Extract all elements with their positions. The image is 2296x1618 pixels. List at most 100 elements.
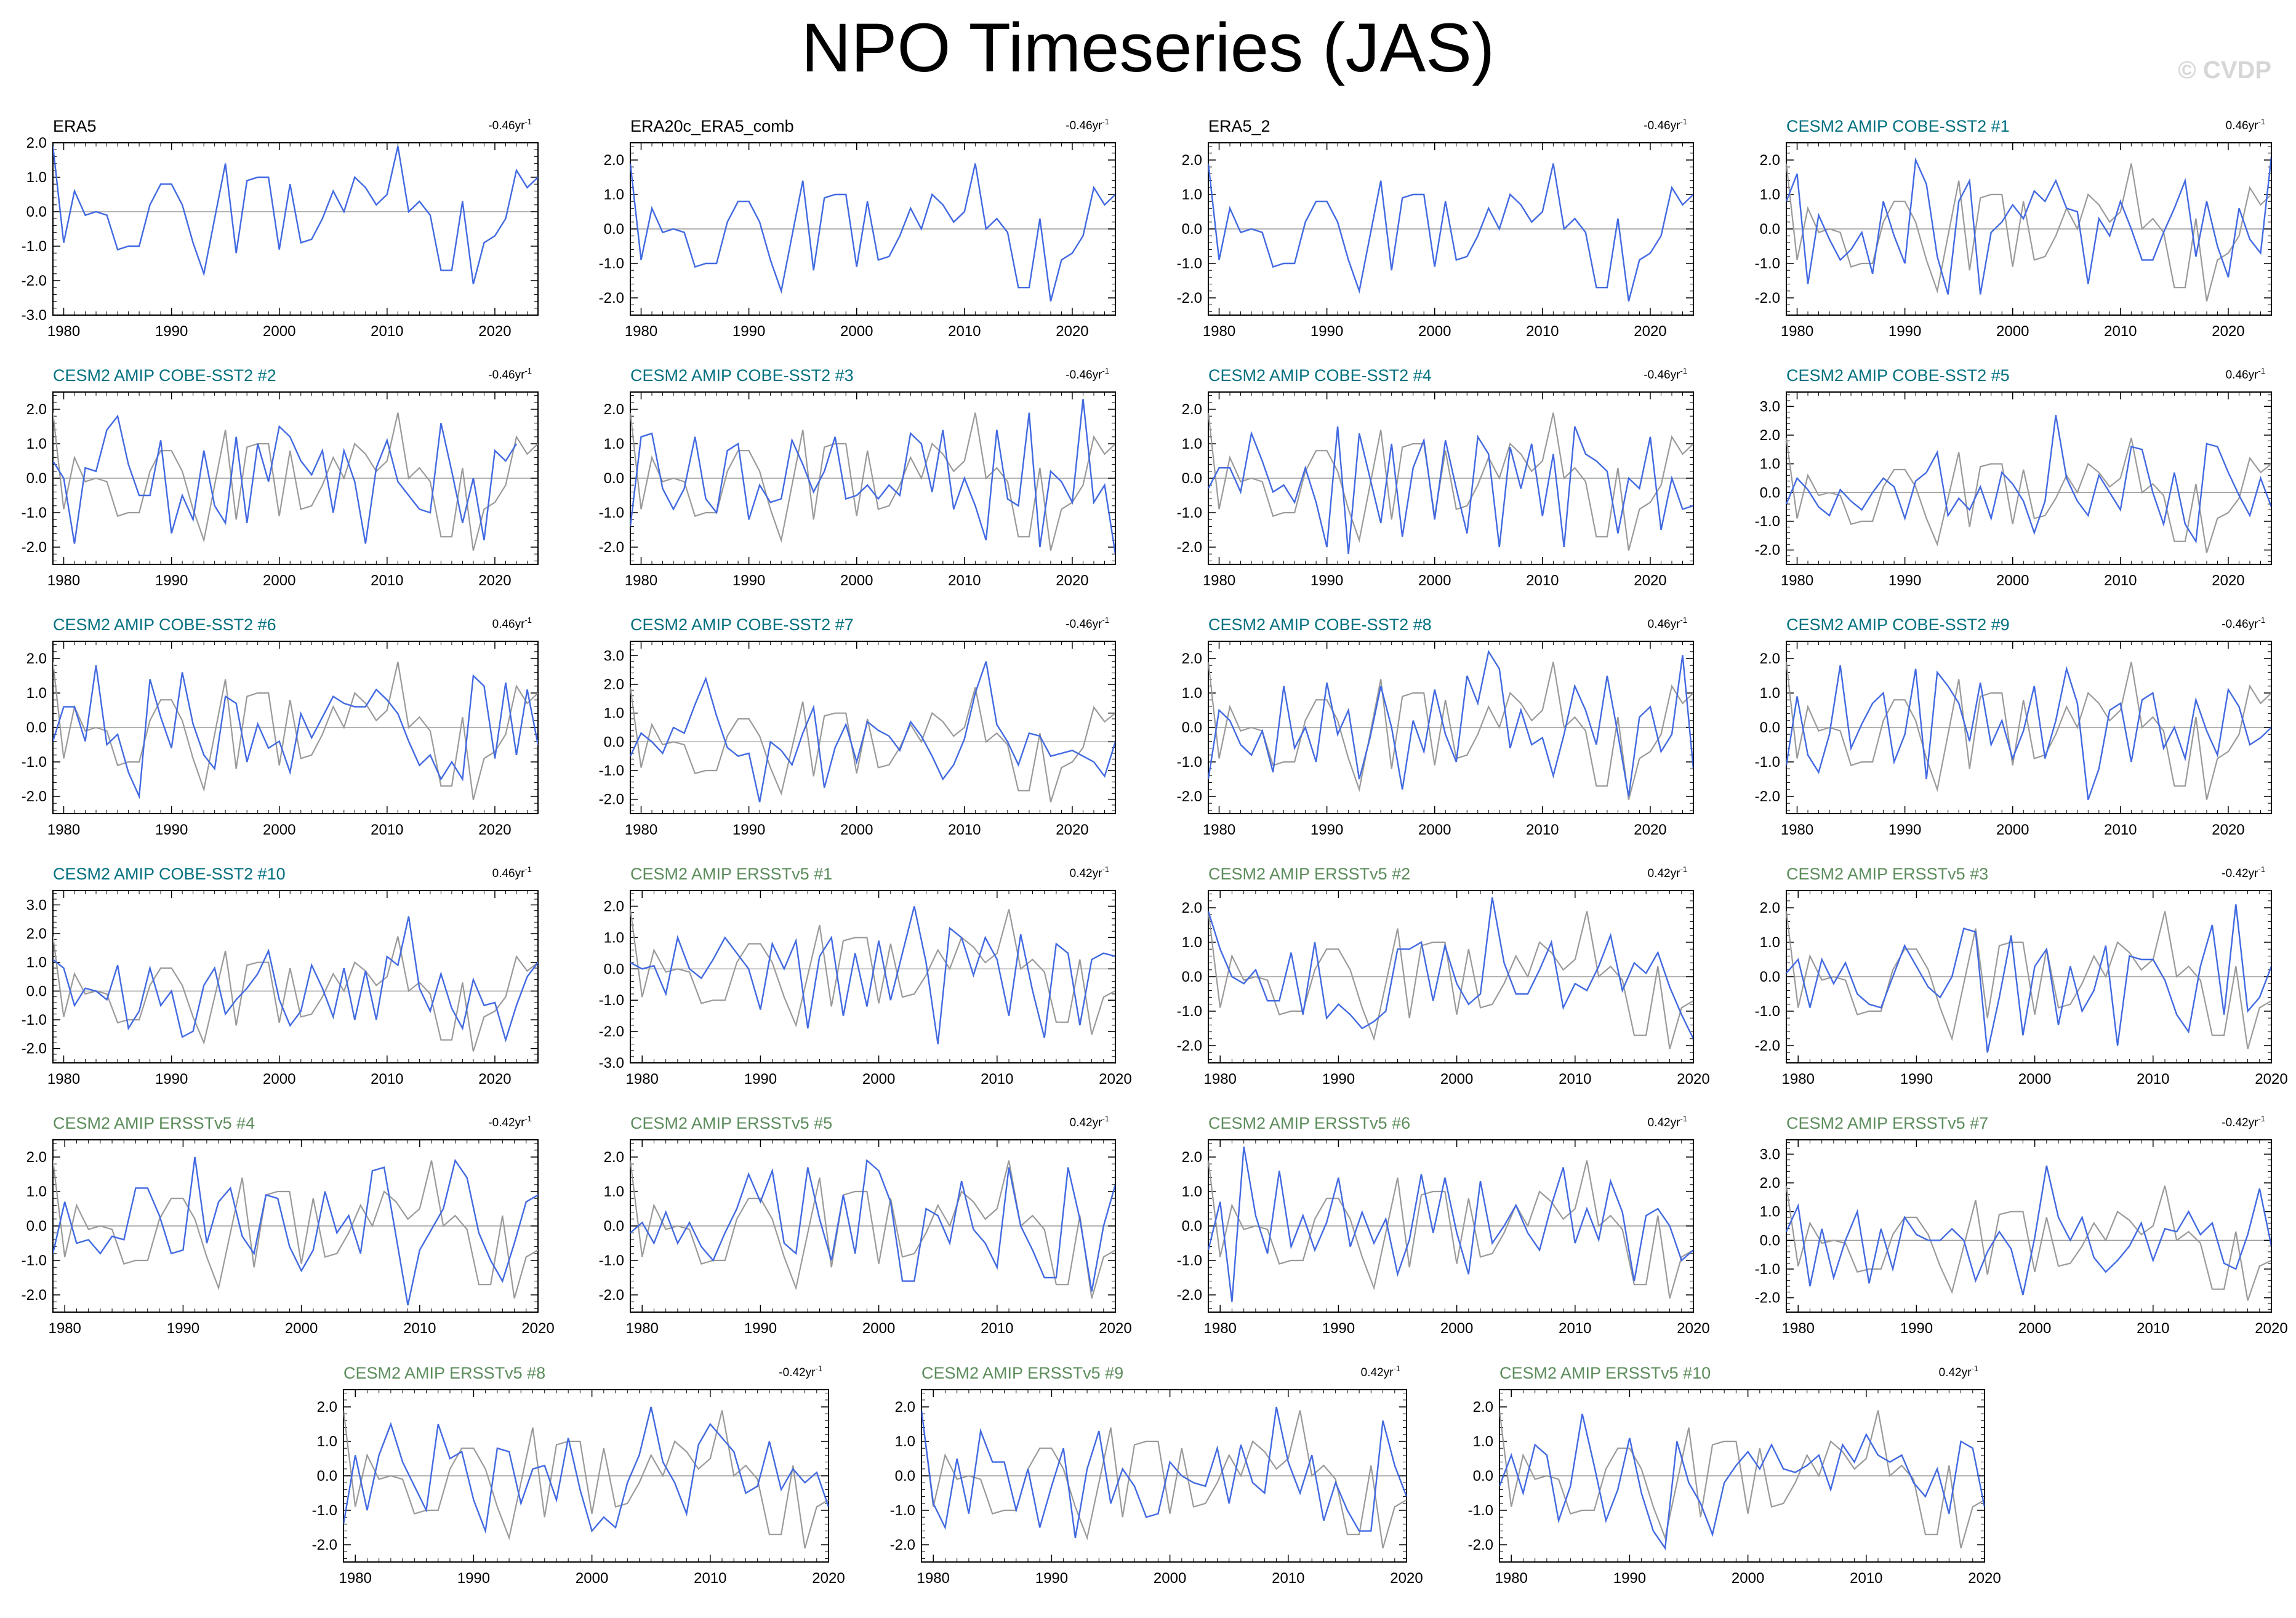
panel-title: CESM2 AMIP ERSSTv5 #10 (1499, 1364, 1711, 1382)
watermark: © CVDP (2178, 57, 2271, 84)
x-tick-label: 1990 (733, 323, 765, 340)
model-series-line (53, 1156, 538, 1306)
observed-reference-line (1208, 662, 1693, 800)
x-tick-label: 2000 (2018, 1320, 2051, 1337)
y-tick-label: -2.0 (1177, 539, 1202, 556)
y-tick-label: 1.0 (26, 685, 47, 702)
x-tick-label: 2010 (403, 1320, 436, 1337)
y-tick-label: 2.0 (1182, 900, 1202, 916)
y-tick-label: -2.0 (312, 1537, 337, 1553)
x-tick-label: 1990 (1322, 1071, 1355, 1087)
plot-frame (1786, 1139, 2272, 1313)
trend-label: -0.46yr-1 (1066, 615, 1109, 631)
y-tick-label: 1.0 (26, 955, 47, 971)
y-tick-label: -1.0 (22, 1252, 47, 1269)
y-tick-label: 1.0 (1182, 934, 1202, 951)
x-tick-label: 2010 (694, 1570, 726, 1587)
page-title: NPO Timeseries (JAS) (801, 9, 1495, 86)
panel-22: CESM2 AMIP ERSSTv5 #9 0.42yr-1 2.0 1.0 0.0 -1… (890, 1364, 1423, 1587)
y-tick-label: 0.0 (1760, 484, 1780, 501)
observed-reference-line (1208, 911, 1693, 1049)
trend-label: -0.46yr-1 (2222, 615, 2265, 631)
x-tick-label: 2000 (576, 1570, 608, 1587)
panel-9: CESM2 AMIP COBE-SST2 #6 0.46yr-1 2.0 1.0 0.0… (22, 615, 539, 838)
y-tick-label: 0.0 (1182, 221, 1202, 238)
x-axis: 1980 1990 2000 2010 2020 (1204, 891, 1710, 1087)
model-series-line (630, 1159, 1115, 1292)
y-axis: 3.0 2.0 1.0 0.0 -1.0 -2.0 (22, 893, 538, 1060)
x-tick-label: 2000 (263, 572, 295, 589)
x-axis: 1980 1990 2000 2010 2020 (1204, 1140, 1710, 1337)
x-axis: 1980 1990 2000 2010 2020 (47, 143, 539, 340)
y-tick-label: 2.0 (604, 401, 624, 418)
y-axis: 3.0 2.0 1.0 0.0 -1.0 -2.0 (599, 644, 1115, 811)
x-tick-label: 2020 (2212, 323, 2244, 340)
panel-14: CESM2 AMIP ERSSTv5 #1 0.42yr-1 2.0 1.0 0.0 -1… (599, 865, 1132, 1087)
x-tick-label: 2010 (371, 323, 403, 340)
x-tick-label: 1990 (733, 822, 765, 838)
x-tick-label: 1980 (917, 1570, 950, 1587)
x-tick-label: 1980 (49, 1320, 81, 1337)
y-axis: 2.0 1.0 0.0 -1.0 -2.0 (312, 1393, 829, 1559)
panel-10: CESM2 AMIP COBE-SST2 #7 -0.46yr-1 3.0 2.0 1.… (599, 615, 1116, 838)
panel-21: CESM2 AMIP ERSSTv5 #8 -0.42yr-1 2.0 1.0 0.0 -… (312, 1364, 845, 1587)
x-tick-label: 2000 (1418, 822, 1451, 838)
y-tick-label: -1.0 (599, 505, 624, 521)
observed-reference-line (921, 1410, 1407, 1548)
y-tick-label: 1.0 (1760, 685, 1780, 702)
observed-series-line (630, 163, 1115, 302)
panel-title: CESM2 AMIP ERSSTv5 #4 (53, 1114, 255, 1132)
y-tick-label: 1.0 (26, 1183, 47, 1200)
y-tick-label: 1.0 (604, 186, 624, 203)
x-tick-label: 2010 (1850, 1570, 1882, 1587)
x-tick-label: 2020 (521, 1320, 554, 1337)
x-tick-label: 1980 (1781, 323, 1813, 340)
y-tick-label: 1.0 (26, 436, 47, 452)
y-axis: 2.0 1.0 0.0 -1.0 -2.0 (1755, 146, 2271, 312)
x-tick-label: 2020 (2255, 1071, 2287, 1087)
x-tick-label: 1990 (1311, 822, 1343, 838)
x-tick-label: 1980 (1203, 323, 1235, 340)
x-tick-label: 2020 (1056, 572, 1088, 589)
y-axis: 2.0 1.0 0.0 -1.0 -2.0 (599, 395, 1115, 561)
x-axis: 1980 1990 2000 2010 2020 (1203, 392, 1694, 589)
panel-title: ERA5 (53, 117, 97, 135)
x-tick-label: 2000 (840, 822, 873, 838)
x-tick-label: 2000 (862, 1071, 895, 1087)
panel-title: CESM2 AMIP COBE-SST2 #4 (1208, 366, 1432, 385)
y-tick-label: 0.0 (1182, 1218, 1202, 1235)
y-tick-label: 1.0 (1182, 436, 1202, 452)
x-tick-label: 1980 (1495, 1570, 1528, 1587)
y-tick-label: -1.0 (22, 1012, 47, 1028)
y-tick-label: 0.0 (1760, 1232, 1780, 1249)
x-axis: 1980 1990 2000 2010 2020 (1781, 143, 2272, 340)
panel-16: CESM2 AMIP ERSSTv5 #3 -0.42yr-1 2.0 1.0 0.0 -… (1755, 865, 2288, 1087)
y-tick-label: -2.0 (22, 273, 47, 289)
y-tick-label: 2.0 (26, 651, 47, 667)
x-tick-label: 2010 (371, 1071, 403, 1087)
x-tick-label: 2020 (2212, 822, 2244, 838)
panel-6: CESM2 AMIP COBE-SST2 #3 -0.46yr-1 2.0 1.0 0.… (599, 366, 1116, 589)
model-series-line (630, 399, 1115, 555)
panel-title: CESM2 AMIP COBE-SST2 #8 (1208, 615, 1432, 634)
x-tick-label: 2010 (2104, 323, 2137, 340)
model-series-line (1786, 156, 2271, 295)
y-tick-label: 2.0 (604, 152, 624, 169)
y-tick-label: 2.0 (1760, 152, 1780, 169)
trend-label: 0.46yr-1 (2226, 117, 2265, 132)
y-tick-label: 0.0 (26, 470, 47, 487)
x-tick-label: 1980 (339, 1570, 372, 1587)
panel-12: CESM2 AMIP COBE-SST2 #9 -0.46yr-1 2.0 1.0 0.… (1755, 615, 2272, 838)
x-tick-label: 1980 (47, 323, 80, 340)
x-tick-label: 1980 (1782, 1320, 1815, 1337)
x-tick-label: 2000 (263, 323, 295, 340)
y-tick-label: 0.0 (317, 1468, 337, 1484)
trend-label: 0.46yr-1 (492, 615, 532, 631)
panel-title: ERA5_2 (1208, 117, 1270, 135)
x-axis: 1980 1990 2000 2010 2020 (625, 143, 1116, 340)
y-tick-label: -2.0 (890, 1537, 915, 1553)
y-tick-label: 1.0 (1760, 1204, 1780, 1220)
x-axis: 1980 1990 2000 2010 2020 (47, 641, 539, 838)
y-tick-label: -2.0 (1755, 1290, 1780, 1307)
y-tick-label: 3.0 (26, 897, 47, 913)
